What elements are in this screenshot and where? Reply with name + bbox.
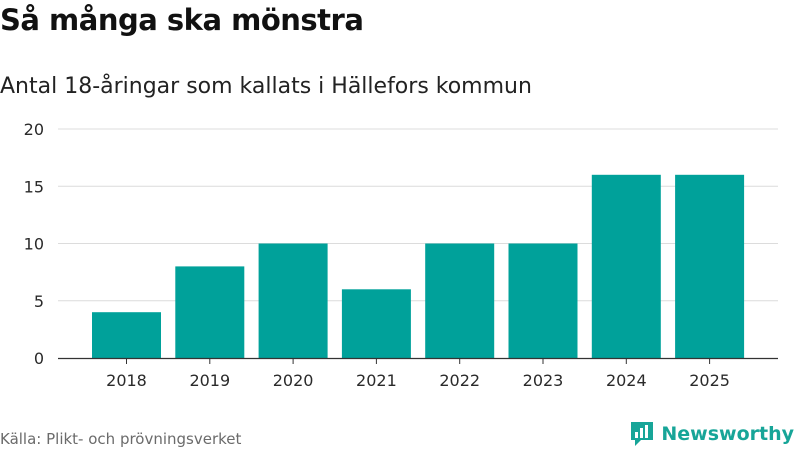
source-note: Källa: Plikt- och prövningsverket (0, 430, 242, 448)
bar-2020 (258, 243, 328, 358)
bar-2019 (175, 266, 245, 358)
bar-2023 (508, 243, 578, 358)
bar-2024 (591, 174, 661, 358)
gridlines (58, 128, 778, 302)
bar-2021 (341, 289, 411, 358)
x-tick-label: 2020 (273, 371, 314, 390)
chart-title: Så många ska mönstra (0, 3, 364, 37)
chart-subtitle: Antal 18-åringar som kallats i Hällefors… (0, 74, 532, 99)
x-tick-label: 2024 (606, 371, 647, 390)
x-tick-label: 2022 (439, 371, 480, 390)
y-tick-label: 15 (24, 177, 44, 196)
y-tick-label: 5 (34, 292, 44, 311)
bar-2022 (425, 243, 495, 358)
brand-logo: Newsworthy (629, 420, 794, 448)
brand-name: Newsworthy (661, 423, 794, 445)
bar-chart-speech-bubble-icon (631, 422, 654, 446)
bar-2018 (92, 312, 161, 358)
y-axis-ticks: 0 5 10 15 20 (24, 120, 44, 368)
x-tick-label: 2018 (106, 371, 147, 390)
x-tick-label: 2019 (189, 371, 230, 390)
bars (92, 174, 745, 358)
y-tick-label: 20 (24, 120, 44, 139)
bar-2025 (675, 174, 745, 358)
x-tick-label: 2025 (689, 371, 730, 390)
x-tick-label: 2021 (356, 371, 397, 390)
x-axis-ticks: 2018 2019 2020 2021 2022 2023 2024 2025 (106, 358, 730, 390)
y-tick-label: 0 (34, 349, 44, 368)
y-tick-label: 10 (24, 235, 44, 254)
x-tick-label: 2023 (523, 371, 564, 390)
